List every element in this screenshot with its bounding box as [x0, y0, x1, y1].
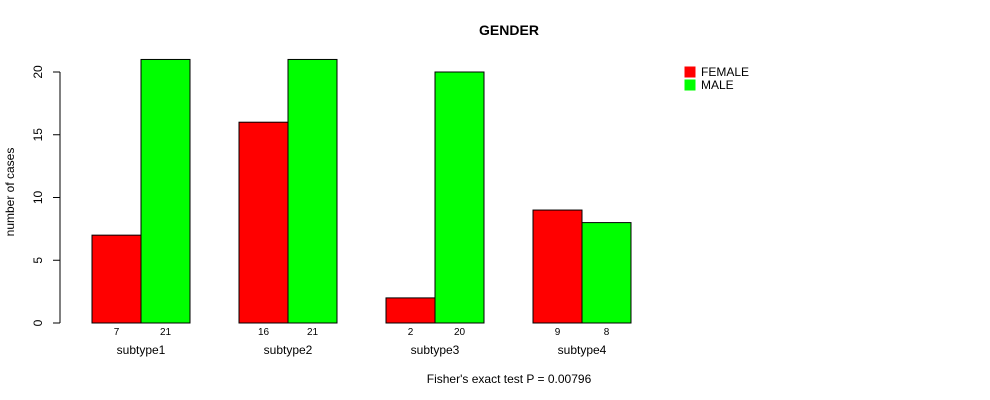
bar-male-subtype2: [287, 58, 338, 324]
value-label-male-subtype3: 20: [454, 327, 466, 338]
value-label-female-subtype1: 7: [114, 327, 120, 338]
fisher-test-footnote: Fisher's exact test P = 0.00796: [427, 372, 592, 386]
value-label-female-subtype2: 16: [258, 327, 270, 338]
y-tick-label: 5: [31, 257, 45, 264]
category-labels: subtype1 subtype2 subtype3 subtype4: [117, 343, 607, 357]
category-label-subtype3: subtype3: [411, 343, 460, 357]
legend-swatch-male: [684, 79, 696, 91]
y-tick-label: 0: [31, 319, 45, 326]
bar-female-subtype3: [385, 297, 436, 324]
bar-female-subtype4: [532, 209, 583, 324]
y-tick-label: 10: [31, 191, 45, 205]
bar-female-subtype1: [91, 234, 142, 324]
y-axis: 0 5 10 15 20: [31, 65, 61, 326]
y-axis-label: number of cases: [3, 148, 17, 237]
y-tick-label: 15: [31, 128, 45, 142]
legend-label-female: FEMALE: [701, 65, 749, 79]
category-label-subtype4: subtype4: [558, 343, 607, 357]
value-label-female-subtype4: 9: [555, 327, 561, 338]
value-label-female-subtype3: 2: [408, 327, 414, 338]
category-label-subtype1: subtype1: [117, 343, 166, 357]
category-label-subtype2: subtype2: [264, 343, 313, 357]
bar-female-subtype2: [238, 121, 289, 324]
bar-male-subtype4: [581, 222, 632, 324]
value-label-male-subtype4: 8: [604, 327, 610, 338]
chart-title: GENDER: [479, 22, 539, 38]
bars-group: 7 21 16 21 2 20 9 8: [91, 58, 632, 338]
legend-swatch-female: [684, 66, 696, 78]
y-tick-label: 20: [31, 65, 45, 79]
legend-label-male: MALE: [701, 78, 734, 92]
bar-male-subtype1: [140, 58, 191, 324]
value-label-male-subtype2: 21: [307, 327, 319, 338]
bar-male-subtype3: [434, 71, 485, 324]
value-label-male-subtype1: 21: [160, 327, 172, 338]
